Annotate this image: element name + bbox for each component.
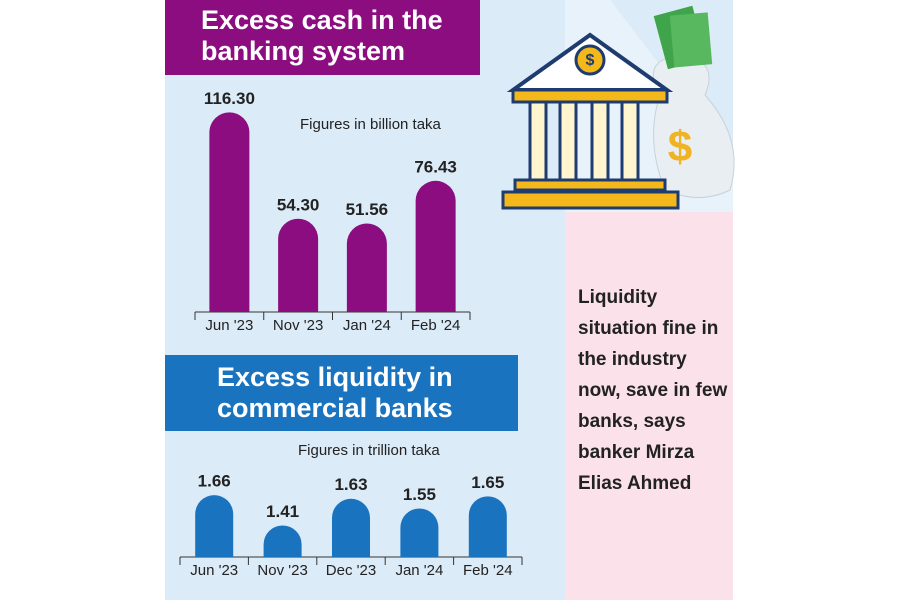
caption-panel <box>565 212 733 600</box>
x-tick-label: Jun '23 <box>205 317 253 334</box>
chart-title: Excess liquidity in commercial banks <box>165 355 518 431</box>
x-tick-label: Feb '24 <box>411 317 461 334</box>
subtitle: Figures in trillion taka <box>298 442 440 459</box>
value-label: 1.55 <box>403 485 436 504</box>
value-label: 1.63 <box>334 475 367 494</box>
bar <box>332 498 370 557</box>
value-label: 116.30 <box>204 89 255 108</box>
value-label: 1.65 <box>471 473 504 492</box>
x-tick-label: Nov '23 <box>257 562 307 579</box>
value-label: 1.66 <box>198 472 231 491</box>
x-tick-label: Jan '24 <box>395 562 443 579</box>
x-tick-label: Jan '24 <box>343 317 391 334</box>
bar <box>468 496 507 557</box>
svg-text:$: $ <box>668 123 692 172</box>
x-tick-label: Jun '23 <box>190 562 238 579</box>
bar <box>278 218 319 312</box>
bar <box>415 180 456 312</box>
value-label: 54.30 <box>277 195 320 214</box>
caption: Liquidity situation fine in the industry… <box>578 287 728 494</box>
x-tick-label: Dec '23 <box>326 562 376 579</box>
svg-text:$: $ <box>586 52 595 69</box>
subtitle: Figures in billion taka <box>300 116 442 133</box>
bar <box>400 508 439 557</box>
x-tick-label: Nov '23 <box>273 317 323 334</box>
chart-title: Excess cash in the banking system <box>165 0 480 75</box>
value-label: 1.41 <box>266 502 299 521</box>
bar <box>209 112 250 312</box>
bar <box>263 525 302 557</box>
x-tick-label: Feb '24 <box>463 562 513 579</box>
bar <box>346 223 387 312</box>
value-label: 76.43 <box>414 157 457 176</box>
value-label: 51.56 <box>346 200 389 219</box>
bank-icon: $ $ <box>501 5 735 210</box>
bar <box>195 495 234 557</box>
